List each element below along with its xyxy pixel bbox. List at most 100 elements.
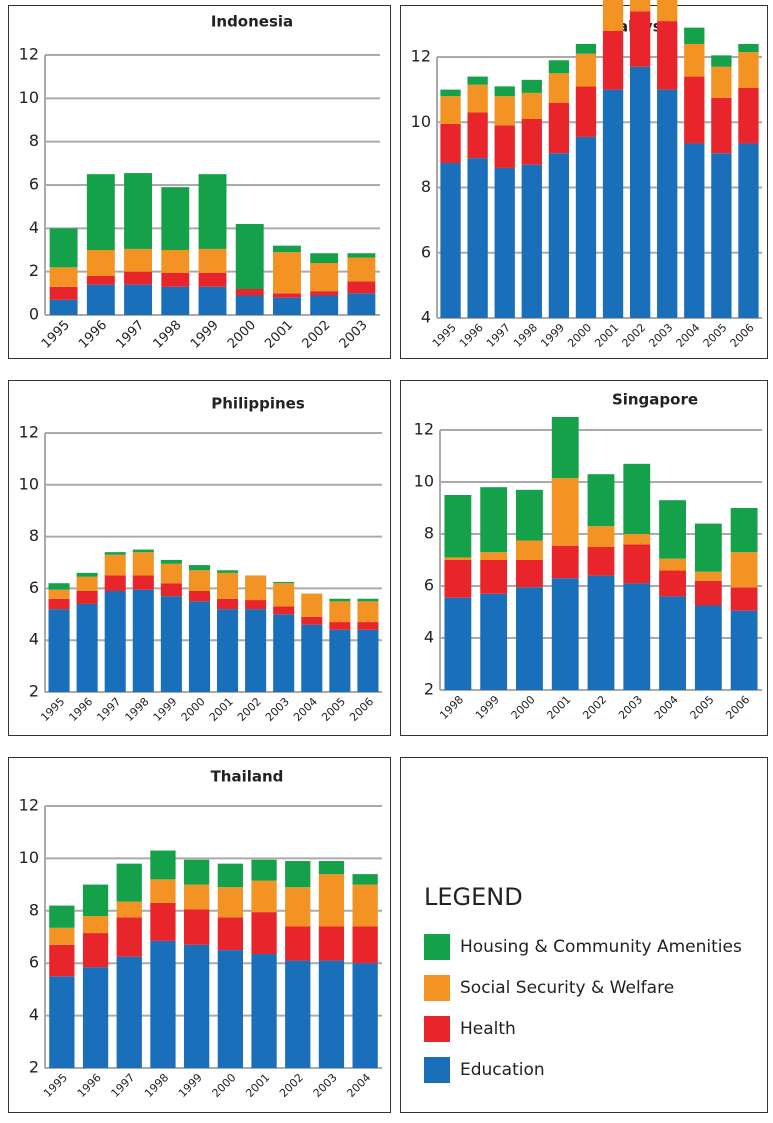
- bar-segment: [217, 950, 243, 1068]
- y-tick-label: 8: [29, 900, 39, 919]
- bar-segment: [694, 580, 722, 606]
- bar-segment: [480, 560, 508, 594]
- bar-segment: [272, 297, 301, 315]
- bar-segment: [657, 21, 678, 90]
- bar-segment: [273, 581, 295, 584]
- bar-segment: [467, 158, 488, 318]
- bar-segment: [521, 79, 542, 93]
- bar-segment: [318, 861, 345, 875]
- legend-label: Social Security & Welfare: [460, 978, 674, 998]
- legend-panel: [400, 757, 768, 1113]
- bar-segment: [659, 596, 686, 690]
- bar-segment: [160, 596, 182, 692]
- legend-swatch: [424, 934, 450, 960]
- bar-segment: [629, 11, 651, 67]
- bar-segment: [623, 534, 651, 545]
- bar-segment: [235, 295, 264, 315]
- y-tick-label: 12: [19, 423, 39, 442]
- y-tick-label: 2: [29, 1058, 39, 1077]
- y-tick-label: 6: [29, 578, 39, 597]
- y-tick-label: 6: [29, 953, 39, 972]
- bar-segment: [160, 563, 182, 584]
- y-tick-label: 2: [29, 261, 39, 280]
- bar-segment: [217, 863, 243, 888]
- bar-segment: [217, 570, 239, 573]
- y-tick-label: 8: [29, 131, 39, 150]
- legend-label: Health: [460, 1019, 516, 1039]
- bar-segment: [521, 92, 542, 119]
- bar-segment: [251, 880, 277, 913]
- bar-segment: [551, 417, 579, 479]
- y-tick-label: 12: [414, 420, 434, 439]
- bar-segment: [198, 286, 227, 315]
- bar-segment: [694, 523, 722, 572]
- bar-segment: [104, 554, 126, 576]
- chart-title: Indonesia: [211, 13, 293, 31]
- bar-segment: [623, 583, 651, 690]
- bar-segment: [161, 272, 190, 287]
- bar-segment: [188, 570, 210, 591]
- bar-segment: [132, 552, 154, 576]
- bar-segment: [659, 570, 686, 597]
- bar-segment: [352, 963, 378, 1068]
- bar-segment: [548, 73, 570, 103]
- bar-segment: [49, 944, 75, 977]
- bar-segment: [76, 590, 98, 604]
- bar-segment: [285, 926, 311, 961]
- bar-segment: [357, 598, 379, 602]
- bar-segment: [188, 601, 210, 692]
- panel: [8, 380, 391, 736]
- bar-segment: [738, 52, 759, 88]
- legend-title: LEGEND: [424, 883, 523, 911]
- bar-segment: [444, 560, 472, 598]
- bar-segment: [440, 96, 461, 124]
- bar-segment: [623, 463, 651, 534]
- bar-segment: [310, 291, 339, 296]
- y-tick-label: 6: [421, 242, 431, 261]
- bar-segment: [160, 559, 182, 564]
- bar-segment: [76, 576, 98, 591]
- bar-segment: [235, 289, 264, 296]
- bar-segment: [132, 589, 154, 692]
- bar-segment: [150, 850, 176, 880]
- legend-swatch: [424, 1016, 450, 1042]
- bar-segment: [440, 163, 461, 318]
- bar-segment: [116, 956, 142, 1068]
- bar-segment: [694, 571, 722, 581]
- chart-title: Philippines: [211, 395, 305, 413]
- bar-segment: [738, 87, 759, 144]
- bar-segment: [285, 887, 311, 927]
- bar-segment: [48, 583, 70, 590]
- bar-segment: [521, 164, 542, 318]
- bar-segment: [738, 143, 759, 318]
- bar-segment: [285, 960, 311, 1068]
- bar-segment: [629, 66, 651, 318]
- bar-segment: [347, 253, 376, 258]
- y-tick-label: 6: [29, 175, 39, 194]
- bar-segment: [48, 589, 70, 599]
- bar-segment: [188, 565, 210, 571]
- bar-segment: [587, 526, 615, 547]
- bar-segment: [357, 601, 379, 623]
- bar-segment: [480, 487, 508, 553]
- bar-segment: [124, 284, 153, 315]
- bar-segment: [217, 572, 239, 599]
- bar-segment: [86, 284, 115, 315]
- y-tick-label: 8: [424, 524, 434, 543]
- bar-segment: [150, 940, 176, 1068]
- bar-segment: [494, 96, 515, 126]
- bar-segment: [49, 905, 75, 928]
- bar-segment: [551, 545, 579, 579]
- bar-segment: [184, 884, 210, 910]
- bar-segment: [684, 43, 705, 77]
- bar-segment: [329, 622, 351, 630]
- bar-segment: [684, 143, 705, 318]
- bar-segment: [575, 136, 597, 318]
- bar-segment: [602, 30, 624, 90]
- bar-segment: [82, 967, 109, 1068]
- bar-segment: [104, 575, 126, 591]
- bar-segment: [659, 558, 686, 571]
- bar-segment: [347, 257, 376, 282]
- y-tick-label: 2: [29, 682, 39, 701]
- bar-segment: [188, 590, 210, 602]
